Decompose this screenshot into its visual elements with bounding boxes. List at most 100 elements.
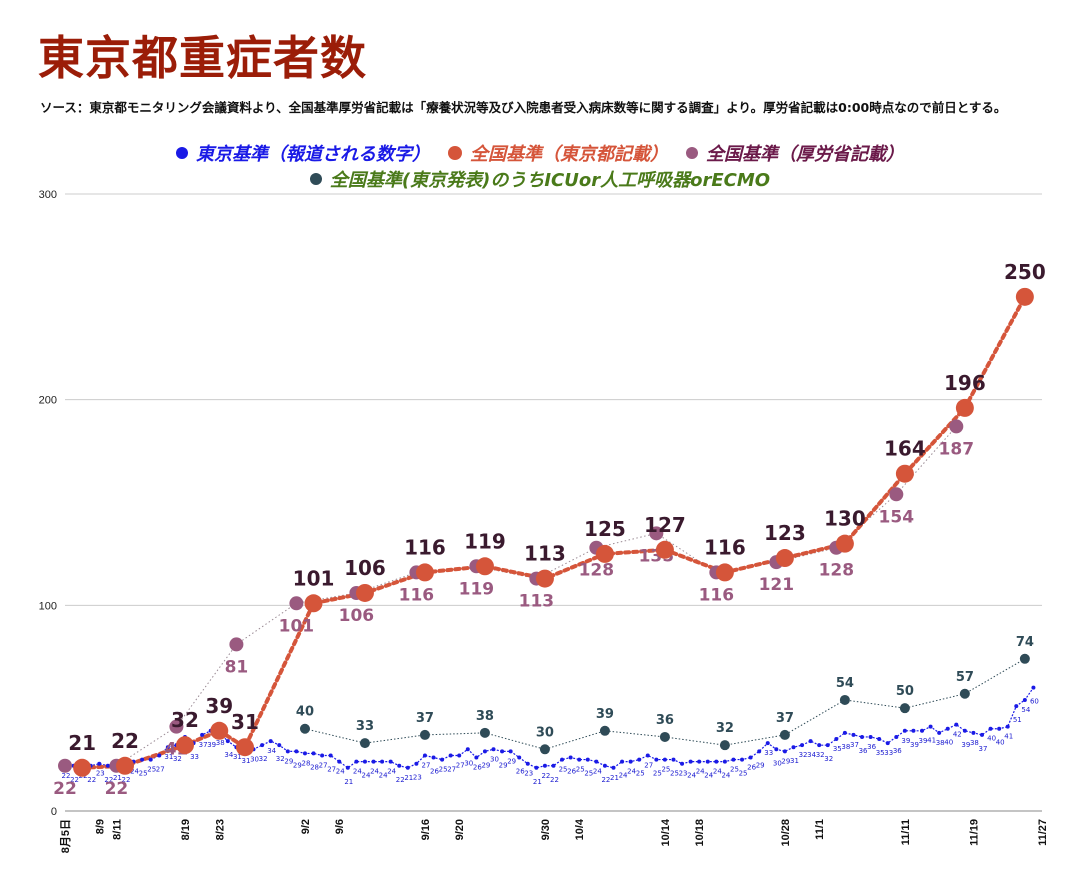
data-label-national-tokyo: 101 bbox=[293, 566, 335, 590]
data-label-tokyo: 29 bbox=[481, 761, 490, 769]
point-tokyo bbox=[354, 759, 359, 764]
data-label-tokyo: 24 bbox=[721, 772, 730, 780]
data-label-tokyo: 34 bbox=[267, 747, 276, 755]
point-tokyo bbox=[714, 759, 719, 764]
data-label-icu: 57 bbox=[956, 670, 974, 685]
point-tokyo bbox=[654, 757, 659, 762]
data-label-tokyo: 23 bbox=[524, 770, 533, 778]
point-tokyo bbox=[962, 728, 967, 733]
data-label-tokyo: 21 bbox=[113, 774, 122, 782]
data-label-tokyo: 33 bbox=[190, 753, 199, 761]
data-label-tokyo: 21 bbox=[610, 774, 619, 782]
point-tokyo bbox=[585, 757, 590, 762]
x-tick-label: 8/19 bbox=[180, 819, 192, 840]
point-tokyo bbox=[482, 749, 487, 754]
point-tokyo bbox=[748, 755, 753, 760]
data-label-tokyo: 31 bbox=[164, 753, 173, 761]
data-label-icu: 40 bbox=[296, 705, 314, 720]
legend-item-mhlw: 全国基準（厚労省記載） bbox=[686, 140, 904, 166]
series-line-tokyo bbox=[65, 687, 1034, 769]
data-label-tokyo: 33 bbox=[764, 749, 773, 757]
point-tokyo bbox=[140, 757, 145, 762]
data-label-tokyo: 30 bbox=[490, 755, 499, 763]
data-label-icu: 37 bbox=[776, 711, 794, 726]
data-label-mhlw: 128 bbox=[579, 561, 615, 581]
data-label-tokyo: 36 bbox=[859, 747, 868, 755]
data-label-tokyo: 37 bbox=[199, 741, 208, 749]
point-tokyo bbox=[105, 763, 110, 768]
data-label-icu: 54 bbox=[836, 676, 854, 691]
data-label-tokyo: 25 bbox=[661, 766, 670, 774]
data-label-tokyo: 21 bbox=[344, 778, 353, 786]
data-label-tokyo: 22 bbox=[601, 776, 610, 784]
data-label-tokyo: 35 bbox=[876, 749, 885, 757]
point-tokyo bbox=[680, 761, 685, 766]
data-label-tokyo: 22 bbox=[122, 776, 131, 784]
point-tokyo bbox=[371, 759, 376, 764]
data-label-tokyo: 26 bbox=[747, 764, 756, 772]
data-label-tokyo: 32 bbox=[816, 751, 825, 759]
data-label-tokyo: 37 bbox=[979, 745, 988, 753]
data-label-national-tokyo: 164 bbox=[884, 437, 926, 461]
point-tokyo bbox=[877, 737, 882, 742]
point-tokyo bbox=[911, 728, 916, 733]
point-tokyo bbox=[397, 763, 402, 768]
data-label-tokyo: 25 bbox=[670, 770, 679, 778]
data-label-tokyo: 60 bbox=[1030, 698, 1039, 706]
data-label-tokyo: 27 bbox=[644, 761, 653, 769]
point-tokyo bbox=[534, 765, 539, 770]
point-tokyo bbox=[774, 747, 779, 752]
legend-row-2: 全国基準(東京発表)のうちICUor人工呼吸器orECMO bbox=[0, 166, 1080, 192]
data-label-tokyo: 36 bbox=[867, 743, 876, 751]
x-tick-label: 11/27 bbox=[1037, 819, 1049, 846]
point-national-tokyo bbox=[475, 557, 494, 576]
x-tick-label: 8月5日 bbox=[59, 819, 72, 853]
point-tokyo bbox=[825, 743, 830, 748]
point-tokyo bbox=[328, 753, 333, 758]
point-icu bbox=[659, 731, 670, 742]
legend-row-1: 東京基準（報道される数字） 全国基準（東京都記載） 全国基準（厚労省記載） bbox=[0, 140, 1080, 166]
point-tokyo bbox=[337, 759, 342, 764]
x-tick-label: 8/23 bbox=[214, 819, 226, 840]
point-mhlw bbox=[889, 487, 904, 502]
point-national-tokyo bbox=[73, 758, 92, 777]
point-tokyo bbox=[971, 730, 976, 735]
x-tick-label: 8/9 bbox=[94, 819, 106, 834]
point-tokyo bbox=[611, 765, 616, 770]
data-label-tokyo: 54 bbox=[1021, 706, 1030, 714]
data-label-tokyo: 39 bbox=[961, 741, 970, 749]
data-label-tokyo: 25 bbox=[636, 770, 645, 778]
data-label-tokyo: 27 bbox=[327, 765, 336, 773]
data-label-national-tokyo: 250 bbox=[1004, 260, 1046, 284]
point-tokyo bbox=[422, 753, 427, 758]
point-mhlw bbox=[289, 596, 304, 611]
data-label-tokyo: 25 bbox=[439, 766, 448, 774]
data-label-tokyo: 26 bbox=[473, 764, 482, 772]
point-tokyo bbox=[620, 759, 625, 764]
point-national-tokyo bbox=[895, 464, 914, 483]
data-label-tokyo: 29 bbox=[284, 757, 293, 765]
point-tokyo bbox=[165, 745, 170, 750]
point-national-tokyo bbox=[835, 534, 854, 553]
point-tokyo bbox=[705, 759, 710, 764]
point-tokyo bbox=[945, 726, 950, 731]
point-tokyo bbox=[928, 724, 933, 729]
point-mhlw bbox=[169, 719, 184, 734]
data-label-tokyo: 24 bbox=[336, 768, 345, 776]
point-tokyo bbox=[500, 749, 505, 754]
x-tick-label: 11/19 bbox=[968, 819, 980, 846]
data-label-tokyo: 21 bbox=[533, 778, 542, 786]
point-tokyo bbox=[311, 751, 316, 756]
data-label-tokyo: 25 bbox=[653, 770, 662, 778]
point-tokyo bbox=[722, 759, 727, 764]
data-label-tokyo: 29 bbox=[499, 761, 508, 769]
legend-dot-icon bbox=[686, 147, 698, 159]
data-label-tokyo: 39 bbox=[919, 737, 928, 745]
data-label-tokyo: 38 bbox=[216, 739, 225, 747]
point-tokyo bbox=[260, 743, 265, 748]
point-tokyo bbox=[440, 757, 445, 762]
data-label-tokyo: 28 bbox=[302, 759, 311, 767]
point-tokyo bbox=[1022, 697, 1027, 702]
x-tick-label: 9/16 bbox=[420, 819, 432, 840]
point-national-tokyo bbox=[415, 563, 434, 582]
